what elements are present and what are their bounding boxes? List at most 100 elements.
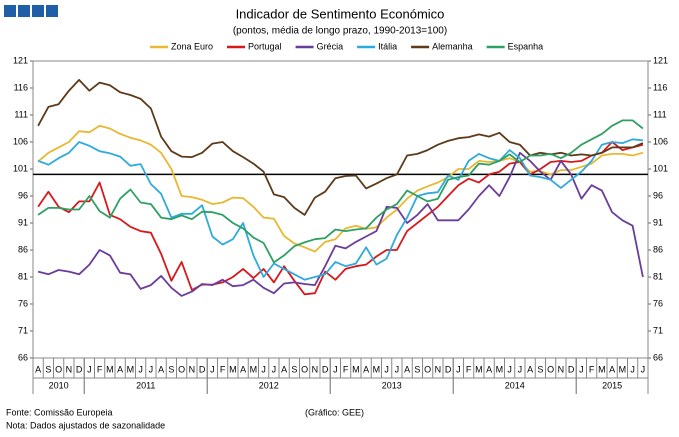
y-tick-label: 86: [18, 244, 28, 254]
x-tick-label: M: [106, 364, 114, 374]
x-tick-label: M: [598, 364, 606, 374]
credit: (Gráfico: GEE): [305, 407, 364, 417]
x-tick-label: M: [352, 364, 360, 374]
series-line: [37, 151, 644, 297]
x-tick-label: M: [496, 364, 504, 374]
y-tick-label: 106: [13, 136, 28, 146]
legend-label: Itália: [378, 41, 397, 51]
x-tick-label: M: [250, 364, 258, 374]
y-tick-label: 116: [14, 82, 28, 92]
x-tick-label: O: [547, 364, 554, 374]
x-tick-label: J: [641, 364, 646, 374]
x-tick-label: S: [291, 364, 297, 374]
y-tick-label: 91: [18, 217, 28, 227]
source: Fonte: Comissão Europeia: [6, 407, 113, 417]
y2-tick-label: 71: [653, 325, 663, 335]
legend-label: Portugal: [248, 41, 282, 51]
x-tick-label: J: [149, 364, 154, 374]
y-tick-label: 76: [18, 298, 28, 308]
x-tick-label: M: [229, 364, 237, 374]
y-tick-label: 101: [13, 163, 28, 173]
x-tick-label: F: [466, 364, 472, 374]
series-line: [37, 119, 644, 264]
y2-tick-label: 116: [653, 82, 667, 92]
legend-label: Grécia: [317, 41, 344, 51]
chart-subtitle: (pontos, média de longo prazo, 1990-2013…: [233, 26, 447, 37]
x-tick-label: J: [261, 364, 266, 374]
year-label: 2011: [136, 380, 155, 390]
plot-frame: [32, 60, 649, 359]
x-tick-label: J: [456, 364, 461, 374]
x-tick-label: D: [76, 364, 83, 374]
x-tick-label: S: [45, 364, 51, 374]
legend-label: Zona Euro: [171, 41, 213, 51]
x-tick-label: A: [609, 364, 615, 374]
y-tick-label: 66: [18, 352, 28, 362]
y-tick-label: 96: [18, 190, 28, 200]
y-tick-label: 111: [14, 109, 28, 119]
x-tick-label: M: [475, 364, 483, 374]
x-tick-label: A: [486, 364, 492, 374]
x-tick-label: J: [272, 364, 277, 374]
x-tick-label: O: [178, 364, 185, 374]
x-tick-label: J: [630, 364, 635, 374]
x-tick-label: D: [445, 364, 452, 374]
y2-tick-label: 91: [653, 217, 663, 227]
y2-tick-label: 81: [653, 271, 663, 281]
x-tick-label: N: [66, 364, 73, 374]
x-tick-label: J: [384, 364, 389, 374]
series-line: [37, 79, 644, 216]
x-tick-label: A: [35, 364, 41, 374]
x-tick-label: J: [518, 364, 523, 374]
x-tick-label: O: [55, 364, 62, 374]
year-label: 2012: [259, 380, 279, 390]
x-tick-label: A: [527, 364, 533, 374]
y-tick-label: 121: [13, 55, 28, 65]
year-label: 2010: [49, 380, 69, 390]
chart-title: Indicador de Sentimento Económico: [236, 6, 445, 21]
x-tick-label: A: [363, 364, 369, 374]
y2-tick-label: 106: [653, 136, 668, 146]
x-tick-label: A: [404, 364, 410, 374]
year-label: 2014: [505, 380, 525, 390]
y2-tick-label: 96: [653, 190, 663, 200]
x-tick-label: N: [435, 364, 442, 374]
x-tick-label: J: [138, 364, 143, 374]
x-tick-label: D: [199, 364, 206, 374]
y2-tick-label: 86: [653, 244, 663, 254]
x-tick-label: A: [158, 364, 164, 374]
x-tick-label: S: [537, 364, 543, 374]
y2-tick-label: 121: [653, 55, 668, 65]
x-tick-label: J: [395, 364, 400, 374]
x-tick-label: A: [281, 364, 287, 374]
x-tick-label: F: [589, 364, 595, 374]
x-tick-label: F: [97, 364, 103, 374]
series-line: [37, 141, 644, 296]
x-tick-label: N: [558, 364, 565, 374]
x-tick-label: J: [507, 364, 512, 374]
x-tick-label: N: [312, 364, 319, 374]
y2-tick-label: 111: [653, 109, 667, 119]
x-tick-label: M: [619, 364, 627, 374]
y2-tick-label: 66: [653, 352, 663, 362]
x-tick-label: J: [333, 364, 338, 374]
series-line: [37, 138, 643, 281]
y2-tick-label: 76: [653, 298, 663, 308]
x-tick-label: M: [373, 364, 381, 374]
year-label: 2013: [382, 380, 402, 390]
x-tick-label: O: [424, 364, 431, 374]
x-tick-label: M: [127, 364, 135, 374]
series-line: [37, 124, 644, 253]
year-label: 2015: [602, 380, 622, 390]
x-tick-label: J: [579, 364, 584, 374]
x-tick-label: D: [568, 364, 575, 374]
y-tick-label: 71: [18, 325, 28, 335]
note: Nota: Dados ajustados de sazonalidade: [6, 420, 165, 430]
logo: [4, 5, 58, 17]
y2-tick-label: 101: [653, 163, 668, 173]
x-tick-label: A: [117, 364, 123, 374]
x-tick-label: F: [220, 364, 226, 374]
x-tick-label: D: [322, 364, 329, 374]
x-tick-label: S: [168, 364, 174, 374]
